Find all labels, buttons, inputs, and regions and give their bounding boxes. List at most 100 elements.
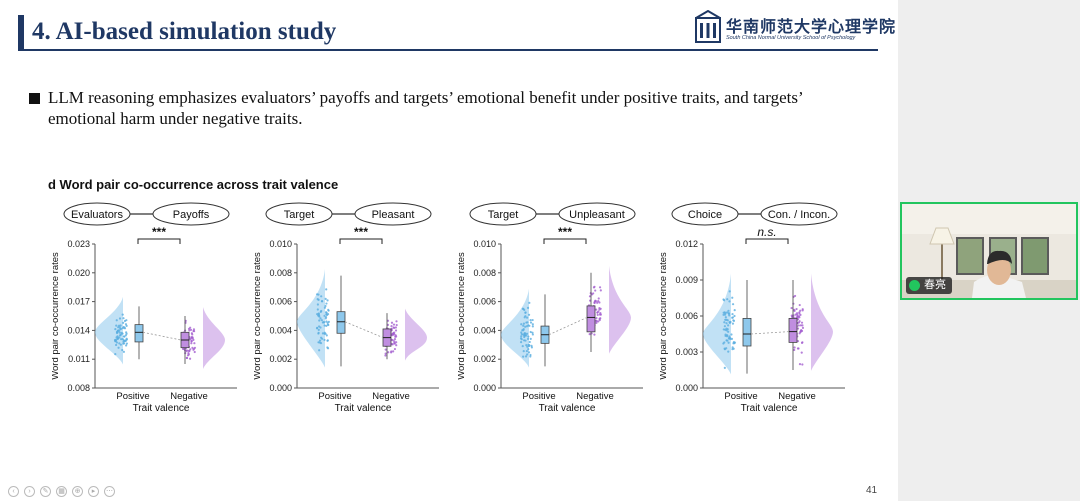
data-point bbox=[520, 332, 523, 336]
next-icon[interactable]: › bbox=[24, 486, 35, 497]
data-point bbox=[801, 326, 805, 330]
data-point bbox=[393, 338, 397, 341]
data-point bbox=[115, 319, 118, 322]
data-point bbox=[728, 314, 731, 317]
data-point bbox=[393, 347, 397, 351]
data-point bbox=[319, 310, 322, 314]
median-connector bbox=[548, 317, 588, 336]
data-point bbox=[529, 337, 532, 340]
box-iqr bbox=[336, 311, 346, 334]
data-point bbox=[115, 341, 119, 344]
data-point bbox=[727, 309, 730, 312]
data-point bbox=[125, 319, 128, 322]
data-point bbox=[395, 335, 398, 338]
y-tick-label: 0.008 bbox=[473, 268, 496, 278]
data-point bbox=[317, 332, 320, 335]
data-point bbox=[727, 324, 730, 327]
data-point bbox=[790, 306, 793, 310]
participant-video[interactable]: 春亮 bbox=[900, 202, 1078, 300]
data-point bbox=[723, 313, 727, 316]
data-point bbox=[325, 313, 329, 317]
data-point bbox=[318, 339, 322, 342]
data-point bbox=[730, 337, 734, 340]
data-point bbox=[795, 312, 799, 315]
data-point bbox=[525, 332, 529, 335]
chart-panel-target-pleasant: Target Pleasant *** 0.000 0.002 0.004 0.006 0.0… bbox=[252, 198, 454, 418]
y-tick-label: 0.002 bbox=[269, 354, 292, 364]
x-tick-label: Negative bbox=[170, 391, 208, 402]
pen-icon[interactable]: ✎ bbox=[40, 486, 51, 497]
data-point bbox=[316, 326, 319, 329]
seal-icon bbox=[695, 9, 721, 43]
data-point bbox=[726, 298, 729, 301]
data-point bbox=[187, 327, 191, 330]
data-point bbox=[731, 303, 735, 306]
data-point bbox=[185, 356, 189, 360]
data-point bbox=[731, 296, 734, 299]
x-axis-label: Trait valence bbox=[335, 403, 392, 414]
data-point bbox=[597, 320, 600, 323]
university-logo: 华南师范大学心理学院 South China Normal University… bbox=[694, 9, 895, 48]
data-point bbox=[326, 339, 329, 342]
data-point bbox=[519, 337, 523, 340]
zoom-icon[interactable]: ⊕ bbox=[72, 486, 83, 497]
microphone-icon bbox=[909, 280, 920, 291]
data-point bbox=[796, 327, 800, 330]
data-point bbox=[596, 301, 599, 304]
data-point bbox=[393, 333, 396, 336]
grid-icon[interactable]: ▦ bbox=[56, 486, 67, 497]
data-point bbox=[118, 317, 122, 320]
raincloud-chart: Evaluators Payoffs *** 0.008 0.011 0.014 0.017… bbox=[50, 202, 237, 414]
data-point bbox=[526, 345, 529, 348]
data-point bbox=[524, 325, 527, 328]
data-point bbox=[317, 328, 320, 331]
violin-shape bbox=[95, 296, 123, 365]
y-tick-label: 0.023 bbox=[67, 239, 90, 249]
data-point bbox=[525, 349, 528, 353]
pair-label: Target bbox=[488, 209, 519, 221]
raincloud-chart: Choice Con. / Incon. n.s. 0.000 0.003 0.006 0.… bbox=[658, 202, 845, 414]
data-point bbox=[114, 353, 117, 356]
pair-node bbox=[558, 202, 636, 226]
y-tick-label: 0.000 bbox=[269, 383, 292, 393]
data-point bbox=[394, 326, 398, 329]
data-point bbox=[524, 339, 527, 342]
data-point bbox=[727, 341, 730, 344]
data-point bbox=[386, 319, 390, 322]
data-point bbox=[522, 322, 526, 325]
box-iqr bbox=[742, 318, 752, 347]
data-point bbox=[524, 334, 527, 337]
more-icon[interactable]: ⋯ bbox=[104, 486, 115, 497]
data-point bbox=[125, 344, 128, 347]
data-point bbox=[597, 299, 600, 303]
data-point bbox=[524, 311, 527, 314]
significance-label: *** bbox=[354, 225, 368, 239]
data-point bbox=[725, 327, 728, 330]
data-point bbox=[323, 306, 326, 309]
pair-node bbox=[152, 202, 230, 226]
data-point bbox=[319, 342, 323, 345]
violin-shape bbox=[811, 273, 833, 371]
pair-label: Con. / Incon. bbox=[768, 209, 830, 221]
data-point bbox=[797, 324, 800, 327]
video-icon[interactable]: ▸ bbox=[88, 486, 99, 497]
data-point bbox=[799, 324, 802, 327]
data-point bbox=[114, 340, 117, 343]
data-point bbox=[522, 329, 525, 332]
data-point bbox=[528, 301, 531, 304]
violin-shape bbox=[501, 288, 529, 368]
data-point bbox=[125, 332, 128, 335]
y-tick-label: 0.006 bbox=[269, 297, 292, 307]
y-tick-label: 0.004 bbox=[473, 325, 496, 335]
data-point bbox=[793, 348, 796, 352]
x-tick-label: Positive bbox=[116, 391, 149, 402]
data-point bbox=[724, 316, 727, 319]
data-point bbox=[596, 313, 599, 317]
data-point bbox=[598, 306, 601, 310]
data-point bbox=[188, 338, 192, 341]
data-point bbox=[521, 307, 524, 310]
box-iqr bbox=[788, 318, 798, 343]
data-point bbox=[728, 290, 731, 293]
prev-icon[interactable]: ‹ bbox=[8, 486, 19, 497]
data-point bbox=[191, 333, 194, 336]
